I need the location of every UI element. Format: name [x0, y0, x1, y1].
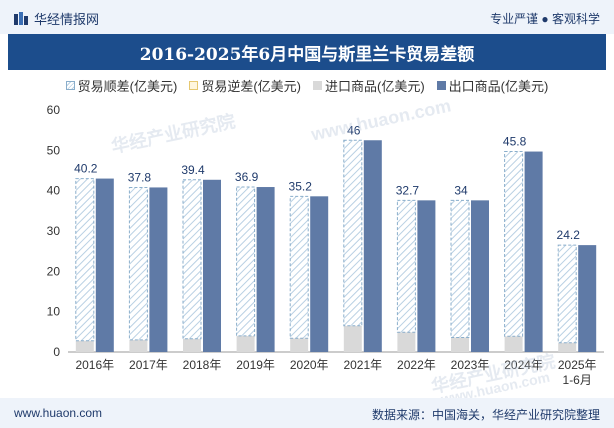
legend-item-import: 进口商品(亿美元)	[313, 76, 425, 95]
export-bar	[524, 151, 543, 352]
import-bar	[129, 339, 148, 352]
export-bar	[203, 179, 221, 352]
export-bar	[310, 196, 329, 352]
surplus-bar	[182, 179, 202, 340]
export-bar	[95, 178, 114, 352]
legend-swatch-export	[436, 80, 446, 90]
x-tick-label: 2020年	[290, 358, 329, 372]
import-bar	[504, 336, 523, 352]
data-label: 32.7	[396, 183, 420, 197]
y-tick-label: 50	[47, 143, 61, 157]
brand-name: 华经情报网	[34, 12, 100, 27]
brand-logo-icon	[14, 11, 28, 25]
data-label: 36.9	[235, 170, 259, 184]
export-bar	[149, 187, 168, 352]
legend-label-surplus: 贸易顺差(亿美元)	[77, 78, 178, 94]
legend: 贸易顺差(亿美元) 贸易逆差(亿美元) 进口商品(亿美元) 出口商品(亿美元)	[0, 74, 614, 96]
data-label: 46	[347, 123, 361, 137]
x-tick-label: 2021年	[343, 358, 382, 372]
data-label: 39.4	[181, 163, 205, 177]
data-label: 37.8	[128, 170, 152, 184]
data-label: 45.8	[503, 135, 527, 149]
x-tick-label: 1-6月	[563, 373, 592, 387]
bar-chart: 0 10 20 30 40 50 60 40.2 2016年 37.8 2017年 39.4 2018年…	[47, 103, 604, 387]
x-tick-label: 2017年	[129, 358, 168, 372]
data-label: 24.2	[557, 228, 581, 242]
legend-label-deficit: 贸易逆差(亿美元)	[201, 78, 301, 94]
surplus-bar	[450, 199, 470, 338]
legend-item-surplus: 贸易顺差(亿美元)	[65, 76, 178, 95]
title-bar: 2016-2025年6月中国与斯里兰卡贸易差额	[8, 34, 606, 70]
y-tick-label: 10	[47, 305, 61, 319]
export-bar	[471, 200, 489, 352]
footer-site: www.huaon.com	[14, 406, 103, 420]
surplus-bar	[75, 178, 95, 342]
x-tick-label: 2024年	[504, 358, 543, 372]
y-tick-label: 20	[47, 264, 61, 278]
legend-swatch-deficit	[189, 80, 199, 90]
surplus-bar	[343, 139, 363, 327]
import-bar	[343, 325, 362, 352]
export-bar	[256, 187, 275, 352]
x-tick-label: 2022年	[397, 358, 436, 372]
surplus-bar	[396, 199, 416, 333]
y-tick-label: 40	[47, 184, 61, 198]
import-bar	[183, 338, 201, 352]
import-bar	[236, 335, 255, 352]
surplus-bar	[128, 186, 148, 341]
legend-label-export: 出口商品(亿美元)	[448, 78, 549, 94]
import-bar	[75, 340, 94, 352]
data-label: 40.2	[74, 162, 98, 176]
x-tick-label: 2025年	[558, 358, 597, 372]
data-label: 34	[454, 183, 468, 197]
surplus-bar	[504, 151, 524, 337]
x-tick-label: 2023年	[451, 358, 490, 372]
import-bar	[451, 337, 469, 352]
export-bar	[417, 200, 436, 352]
export-bar	[578, 245, 597, 352]
tagline: 专业严谨 ● 客观科学	[490, 12, 600, 26]
footer-source: 数据来源：中国海关，华经产业研究院整理	[371, 408, 600, 422]
import-bar	[397, 332, 416, 352]
x-tick-label: 2016年	[75, 358, 114, 372]
import-bar	[290, 338, 309, 352]
export-bar	[363, 140, 382, 352]
footer: www.huaon.com 数据来源：中国海关，华经产业研究院整理	[0, 398, 614, 428]
y-tick-label: 30	[47, 224, 61, 238]
legend-item-export: 出口商品(亿美元)	[436, 76, 549, 95]
legend-swatch-surplus	[65, 80, 75, 90]
data-label: 35.2	[289, 179, 313, 193]
logo: 华经情报网	[14, 9, 99, 28]
surplus-bar	[557, 244, 577, 344]
surplus-bar	[289, 195, 309, 339]
chart-title: 2016-2025年6月中国与斯里兰卡贸易差额	[139, 44, 475, 65]
x-tick-label: 2019年	[236, 358, 275, 372]
legend-item-deficit: 贸易逆差(亿美元)	[189, 76, 301, 95]
surplus-bar	[236, 186, 256, 337]
y-tick-label: 60	[47, 103, 61, 117]
import-bar	[558, 342, 577, 352]
legend-label-import: 进口商品(亿美元)	[325, 78, 425, 94]
top-bar: 华经情报网 专业严谨 ● 客观科学	[0, 0, 614, 34]
legend-swatch-import	[313, 80, 322, 90]
y-tick-label: 0	[53, 345, 60, 359]
x-tick-label: 2018年	[183, 358, 222, 372]
